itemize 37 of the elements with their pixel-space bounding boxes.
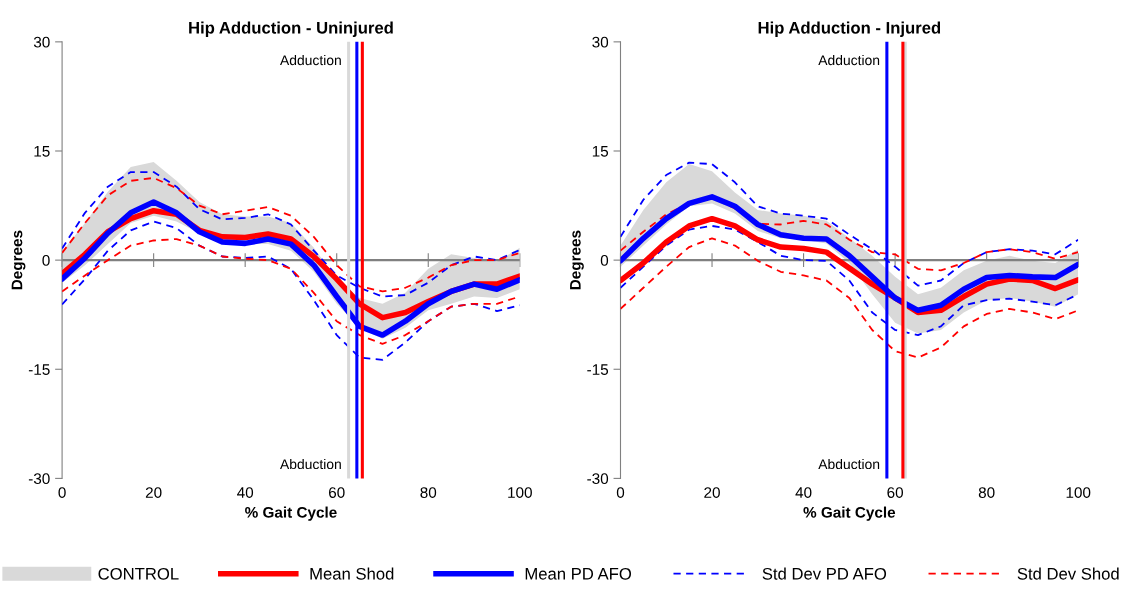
annotation: Adduction [280,54,341,66]
y-tick-label: -30 [28,473,50,485]
y-axis-title: Degrees [570,230,584,290]
x-tick-label: 0 [616,487,625,498]
x-tick-label: 100 [508,487,532,498]
x-tick-label: 60 [887,487,904,498]
y-tick-label: 15 [592,146,609,157]
y-tick-label: -15 [587,364,609,375]
legend-label: Std Dev PD AFO [762,567,887,580]
y-tick-label: 0 [42,255,50,266]
chart-title: Hip Adduction - Uninjured [189,21,393,37]
chart-title: Hip Adduction - Injured [758,21,941,37]
x-tick-label: 60 [329,487,345,498]
x-tick-label: 100 [1066,487,1091,498]
x-tick-label: 40 [237,487,254,498]
y-tick-label: -30 [587,473,609,485]
y-tick-label: 15 [34,146,50,157]
x-tick-label: 80 [978,487,995,498]
annotation: Abduction [818,458,880,470]
y-tick-label: 30 [592,36,609,48]
legend-label: CONTROL [98,567,179,580]
y-tick-label: 30 [33,36,50,48]
annotation: Adduction [818,54,880,66]
x-tick-label: 40 [795,487,812,498]
y-axis-title: Degrees [11,230,26,290]
x-tick-label: 0 [58,487,66,498]
x-axis-title: % Gait Cycle [245,506,337,521]
legend-label: Mean Shod [310,567,394,580]
legend-label: Std Dev Shod [1017,567,1119,580]
y-tick-label: -15 [28,364,50,375]
y-tick-label: 0 [600,255,609,266]
x-tick-label: 80 [420,487,437,498]
x-axis-title: % Gait Cycle [803,506,896,521]
annotation: Abduction [280,458,341,470]
x-tick-label: 20 [704,487,720,498]
legend-label: Mean PD AFO [525,567,632,580]
x-tick-label: 20 [145,487,162,498]
